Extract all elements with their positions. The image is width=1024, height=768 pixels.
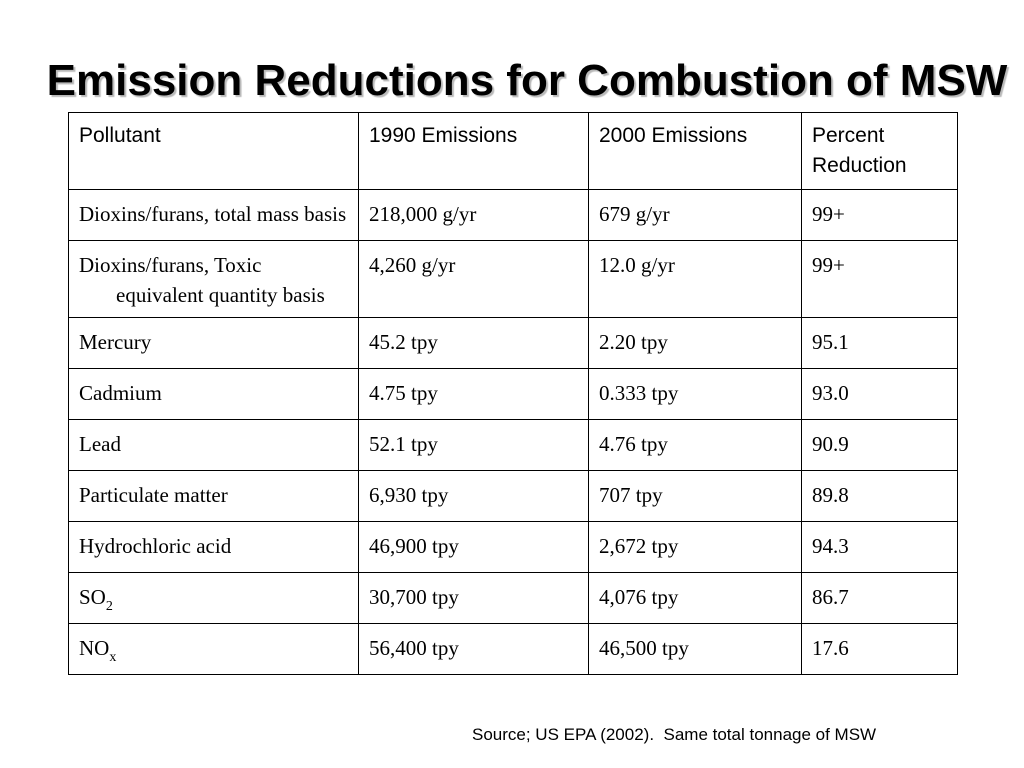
table-body: Dioxins/furans, total mass basis 218,000 … [68,189,958,675]
cell-percent-reduction: 99+ [801,189,958,241]
cell-2000-emissions: 4.76 tpy [588,419,802,471]
pollutant-name: NOx [79,633,348,665]
pollutant-label: Dioxins/furans, Toxic equivalent quantit… [79,253,325,307]
table-header-row: Pollutant 1990 Emissions 2000 Emissions … [68,112,958,190]
table-row: Cadmium 4.75 tpy 0.333 tpy 93.0 [68,368,958,420]
pollutant-name: Cadmium [79,378,348,408]
cell-pollutant: Mercury [68,317,359,369]
cell-1990-emissions: 45.2 tpy [358,317,589,369]
table-row: SO2 30,700 tpy 4,076 tpy 86.7 [68,572,958,624]
cell-pollutant: Dioxins/furans, Toxic equivalent quantit… [68,240,359,318]
pollutant-name: Dioxins/furans, Toxic equivalent quantit… [79,250,348,310]
table-row: NOx 56,400 tpy 46,500 tpy 17.6 [68,623,958,675]
cell-percent-reduction: 99+ [801,240,958,318]
table-row: Hydrochloric acid 46,900 tpy 2,672 tpy 94.3 [68,521,958,573]
cell-pollutant: SO2 [68,572,359,624]
table-row: Mercury 45.2 tpy 2.20 tpy 95.1 [68,317,958,369]
pollutant-label: Dioxins/furans, total mass basis [79,202,347,226]
chemical-subscript: x [109,650,117,665]
column-header-pollutant: Pollutant [68,112,359,190]
pollutant-name: Hydrochloric acid [79,531,348,561]
cell-2000-emissions: 679 g/yr [588,189,802,241]
slide-title: Emission Reductions for Combustion of MS… [46,56,1008,106]
cell-2000-emissions: 4,076 tpy [588,572,802,624]
cell-1990-emissions: 218,000 g/yr [358,189,589,241]
cell-1990-emissions: 46,900 tpy [358,521,589,573]
pollutant-label: SO [79,585,106,609]
cell-pollutant: Cadmium [68,368,359,420]
pollutant-label: Particulate matter [79,483,228,507]
cell-1990-emissions: 4.75 tpy [358,368,589,420]
cell-2000-emissions: 12.0 g/yr [588,240,802,318]
pollutant-name: Dioxins/furans, total mass basis [79,199,348,229]
cell-pollutant: Particulate matter [68,470,359,522]
table-row: Dioxins/furans, total mass basis 218,000 … [68,189,958,241]
cell-percent-reduction: 93.0 [801,368,958,420]
cell-1990-emissions: 52.1 tpy [358,419,589,471]
column-header-2000-emissions: 2000 Emissions [588,112,802,190]
cell-percent-reduction: 90.9 [801,419,958,471]
cell-1990-emissions: 30,700 tpy [358,572,589,624]
cell-2000-emissions: 707 tpy [588,470,802,522]
source-note: Source; US EPA (2002). Same total tonnag… [472,725,877,744]
cell-2000-emissions: 2,672 tpy [588,521,802,573]
cell-pollutant: NOx [68,623,359,675]
cell-percent-reduction: 95.1 [801,317,958,369]
chemical-subscript: 2 [105,599,113,614]
cell-1990-emissions: 56,400 tpy [358,623,589,675]
pollutant-label: Cadmium [79,381,162,405]
table-row: Particulate matter 6,930 tpy 707 tpy 89.8 [68,470,958,522]
table-row: Lead 52.1 tpy 4.76 tpy 90.9 [68,419,958,471]
cell-percent-reduction: 17.6 [801,623,958,675]
cell-2000-emissions: 2.20 tpy [588,317,802,369]
cell-percent-reduction: 94.3 [801,521,958,573]
table-row: Dioxins/furans, Toxic equivalent quantit… [68,240,958,318]
pollutant-label: NO [79,636,110,660]
pollutant-name: Particulate matter [79,480,348,510]
cell-1990-emissions: 6,930 tpy [358,470,589,522]
cell-pollutant: Lead [68,419,359,471]
cell-pollutant: Dioxins/furans, total mass basis [68,189,359,241]
cell-2000-emissions: 0.333 tpy [588,368,802,420]
cell-2000-emissions: 46,500 tpy [588,623,802,675]
cell-percent-reduction: 86.7 [801,572,958,624]
pollutant-name: Mercury [79,327,348,357]
pollutant-label: Lead [79,432,121,456]
pollutant-name: Lead [79,429,348,459]
cell-pollutant: Hydrochloric acid [68,521,359,573]
cell-percent-reduction: 89.8 [801,470,958,522]
cell-1990-emissions: 4,260 g/yr [358,240,589,318]
pollutant-label: Mercury [79,330,152,354]
column-header-1990-emissions: 1990 Emissions [358,112,589,190]
column-header-percent-reduction: Percent Reduction [801,112,958,190]
pollutant-label: Hydrochloric acid [79,534,232,558]
pollutant-name: SO2 [79,582,348,614]
emissions-table: Pollutant 1990 Emissions 2000 Emissions … [68,112,958,675]
